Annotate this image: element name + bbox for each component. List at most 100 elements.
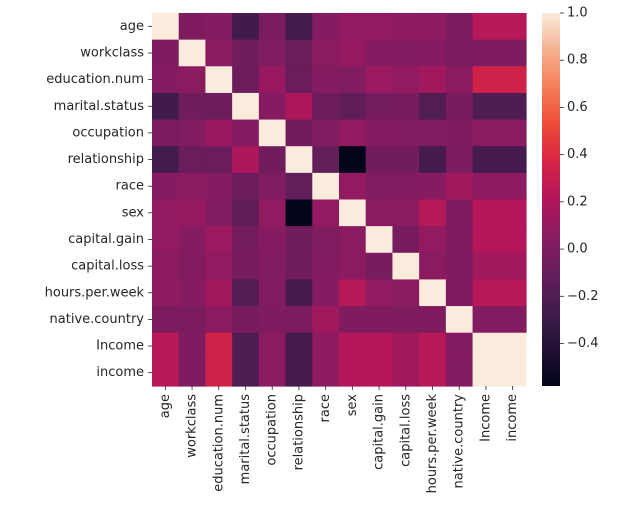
heatmap-cell (445, 359, 474, 387)
heatmap-cell (152, 332, 180, 360)
heatmap-cell (205, 332, 233, 360)
heatmap-cell (392, 146, 420, 174)
heatmap-cell (392, 332, 420, 360)
heatmap-cell (258, 332, 287, 360)
heatmap-cell (232, 39, 260, 67)
column-label: income (505, 394, 520, 442)
heatmap-cell (339, 146, 367, 174)
heatmap-cell (232, 172, 260, 201)
heatmap-cell (312, 146, 340, 174)
heatmap-cell (205, 119, 233, 147)
column-label: native.country (452, 394, 467, 489)
heatmap-cell (499, 199, 527, 227)
heatmap-cell (205, 66, 233, 94)
heatmap-cell (258, 199, 287, 227)
heatmap-cell (499, 146, 527, 174)
heatmap-cell (178, 119, 207, 147)
heatmap-cell (285, 226, 313, 254)
heatmap-cell (312, 252, 340, 281)
heatmap-cell (178, 359, 207, 387)
heatmap-cell (419, 226, 447, 254)
heatmap-cell (445, 92, 474, 121)
heatmap-cell (339, 119, 367, 147)
heatmap-cell (232, 279, 260, 307)
row-label: relationship (68, 152, 144, 167)
heatmap-cell (445, 252, 474, 281)
heatmap-cell (392, 172, 420, 201)
heatmap-cell (312, 119, 340, 147)
heatmap-cell (258, 119, 287, 147)
heatmap-cell (445, 279, 474, 307)
heatmap-cell (472, 332, 500, 360)
heatmap-cell (178, 92, 207, 121)
column-label: age (158, 394, 173, 418)
heatmap-cell (392, 199, 420, 227)
heatmap-cell (205, 252, 233, 281)
row-label: hours.per.week (45, 285, 145, 300)
heatmap-cell (365, 13, 394, 41)
row-labels: age workclass education.num marital.status o… (45, 19, 152, 380)
column-label: workclass (185, 394, 200, 458)
heatmap-cell (205, 172, 233, 201)
heatmap-cell (392, 359, 420, 387)
heatmap-cell (312, 359, 340, 387)
column-label: capital.loss (398, 394, 413, 467)
heatmap-cell (472, 199, 500, 227)
heatmap-cell (205, 306, 233, 334)
heatmap-cell (178, 199, 207, 227)
heatmap-cell (312, 332, 340, 360)
heatmap-cell (152, 119, 180, 147)
heatmap-cell (419, 146, 447, 174)
colorbar-tick-label: 0.0 (567, 242, 588, 257)
heatmap-cell (339, 13, 367, 41)
heatmap-cell (232, 306, 260, 334)
heatmap-cell (152, 279, 180, 307)
row-label: occupation (72, 125, 144, 140)
column-label: marital.status (238, 394, 253, 485)
heatmap-cell (152, 306, 180, 334)
heatmap-cell (205, 39, 233, 67)
colorbar-tick-label: 0.6 (567, 100, 588, 115)
heatmap-cell (499, 306, 527, 334)
heatmap-cell (285, 92, 313, 121)
heatmap-cell (339, 199, 367, 227)
heatmap-cell (392, 226, 420, 254)
heatmap-cell (178, 39, 207, 67)
heatmap-cell (258, 306, 287, 334)
heatmap-cell (232, 226, 260, 254)
heatmap-cell (339, 306, 367, 334)
colorbar: 1.0 0.8 0.6 0.4 0.2 0.0 −0.2 −0.4 (542, 6, 599, 386)
heatmap-cell (365, 252, 394, 281)
heatmap-cell (472, 226, 500, 254)
heatmap-cell (419, 172, 447, 201)
colorbar-tick-label: 1.0 (567, 6, 588, 21)
heatmap-cell (365, 172, 394, 201)
heatmap-cell (392, 279, 420, 307)
heatmap-cell (392, 13, 420, 41)
heatmap-cell (499, 13, 527, 41)
heatmap-cell (445, 119, 474, 147)
heatmap-cell (499, 359, 527, 387)
heatmap-cell (285, 252, 313, 281)
heatmap-cell (258, 66, 287, 94)
heatmap-cell (445, 39, 474, 67)
heatmap-cell (232, 199, 260, 227)
heatmap-cell (152, 39, 180, 67)
heatmap-cell (152, 92, 180, 121)
heatmap-cell (339, 39, 367, 67)
heatmap-cell (472, 39, 500, 67)
heatmap-cell (312, 39, 340, 67)
heatmap-cell (445, 172, 474, 201)
row-label: marital.status (54, 99, 145, 114)
column-label: Income (478, 394, 493, 442)
heatmap-cell (178, 13, 207, 41)
heatmap-cell (339, 66, 367, 94)
heatmap-cell (365, 119, 394, 147)
heatmap-cell (152, 252, 180, 281)
heatmap-cell (232, 332, 260, 360)
heatmap-cell (339, 359, 367, 387)
heatmap-cell (499, 279, 527, 307)
heatmap-cell (419, 306, 447, 334)
heatmap-cell (312, 199, 340, 227)
heatmap-cell (285, 172, 313, 201)
